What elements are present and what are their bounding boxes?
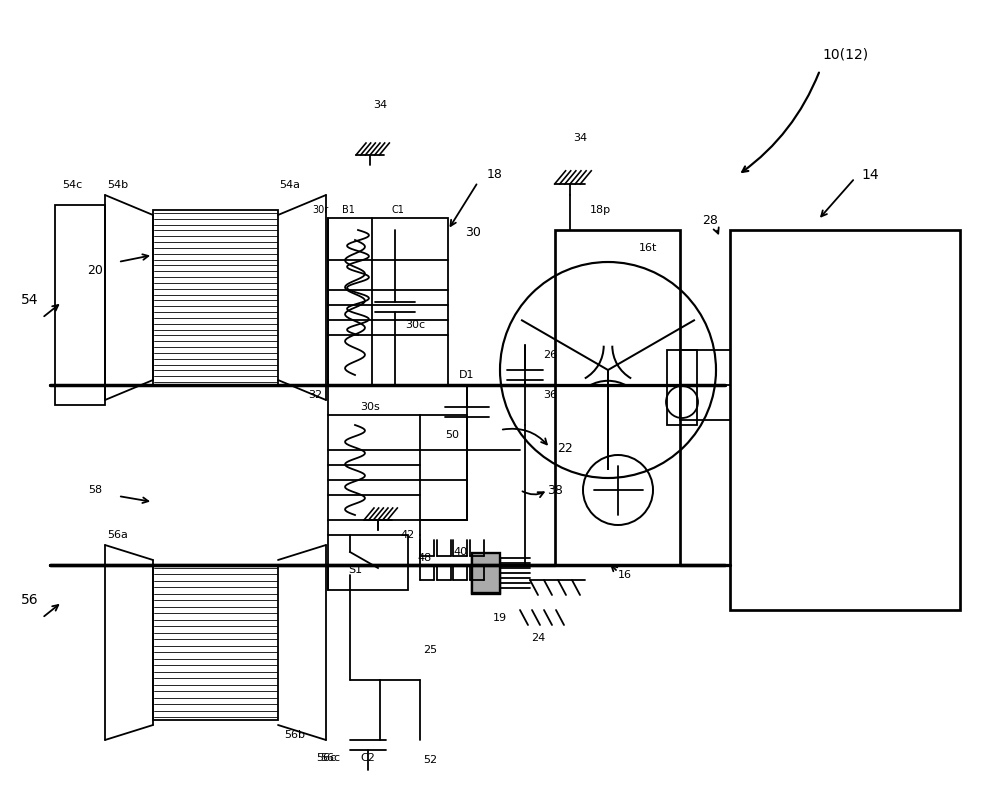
Text: 56a: 56a	[108, 530, 128, 540]
Text: B1: B1	[342, 205, 354, 215]
Text: 54: 54	[21, 293, 39, 307]
Text: 30c: 30c	[405, 320, 425, 330]
Text: 40: 40	[454, 547, 468, 557]
Text: 56: 56	[21, 593, 39, 607]
Text: 32: 32	[308, 390, 322, 400]
Text: 54a: 54a	[280, 180, 300, 190]
Text: 16t: 16t	[639, 243, 657, 253]
Text: 30: 30	[465, 225, 481, 239]
Text: 34: 34	[573, 133, 587, 143]
Bar	[730, 230, 960, 610]
Text: 56c: 56c	[320, 753, 340, 763]
Text: 18p: 18p	[589, 205, 611, 215]
Text: 26: 26	[543, 350, 557, 360]
Text: 36: 36	[543, 390, 557, 400]
Text: 28: 28	[702, 214, 718, 227]
Text: 20: 20	[87, 264, 103, 276]
Text: C2: C2	[361, 753, 375, 763]
Text: 38: 38	[547, 484, 563, 496]
Text: 30r: 30r	[312, 205, 328, 215]
Text: 25: 25	[423, 645, 437, 655]
Bar	[328, 218, 448, 385]
Bar	[328, 415, 420, 520]
Text: 50: 50	[445, 430, 459, 440]
Bar	[153, 210, 278, 385]
Bar	[472, 558, 500, 594]
Text: 30s: 30s	[360, 402, 380, 412]
Text: 10(12): 10(12)	[822, 48, 868, 62]
Bar	[328, 535, 408, 590]
Text: 48: 48	[418, 553, 432, 563]
Text: C1: C1	[392, 205, 404, 215]
Text: 54b: 54b	[107, 180, 129, 190]
Text: 19: 19	[493, 613, 507, 623]
Bar	[55, 205, 105, 405]
Text: 56b: 56b	[285, 730, 306, 740]
Text: 16: 16	[618, 570, 632, 580]
Text: 34: 34	[373, 100, 387, 110]
Text: D1: D1	[459, 370, 475, 380]
Text: 52: 52	[423, 755, 437, 765]
Bar	[153, 565, 278, 720]
Text: 42: 42	[400, 530, 414, 540]
Text: 22: 22	[557, 441, 573, 455]
Bar	[472, 553, 500, 593]
Text: 18: 18	[487, 169, 503, 181]
Text: 56c: 56c	[316, 753, 336, 763]
Text: 58: 58	[88, 485, 102, 495]
Bar	[555, 230, 680, 565]
Text: 14: 14	[861, 168, 879, 182]
Text: 54c: 54c	[62, 180, 82, 190]
Bar	[667, 350, 697, 425]
Text: S1: S1	[348, 565, 362, 575]
Text: 24: 24	[531, 633, 545, 643]
